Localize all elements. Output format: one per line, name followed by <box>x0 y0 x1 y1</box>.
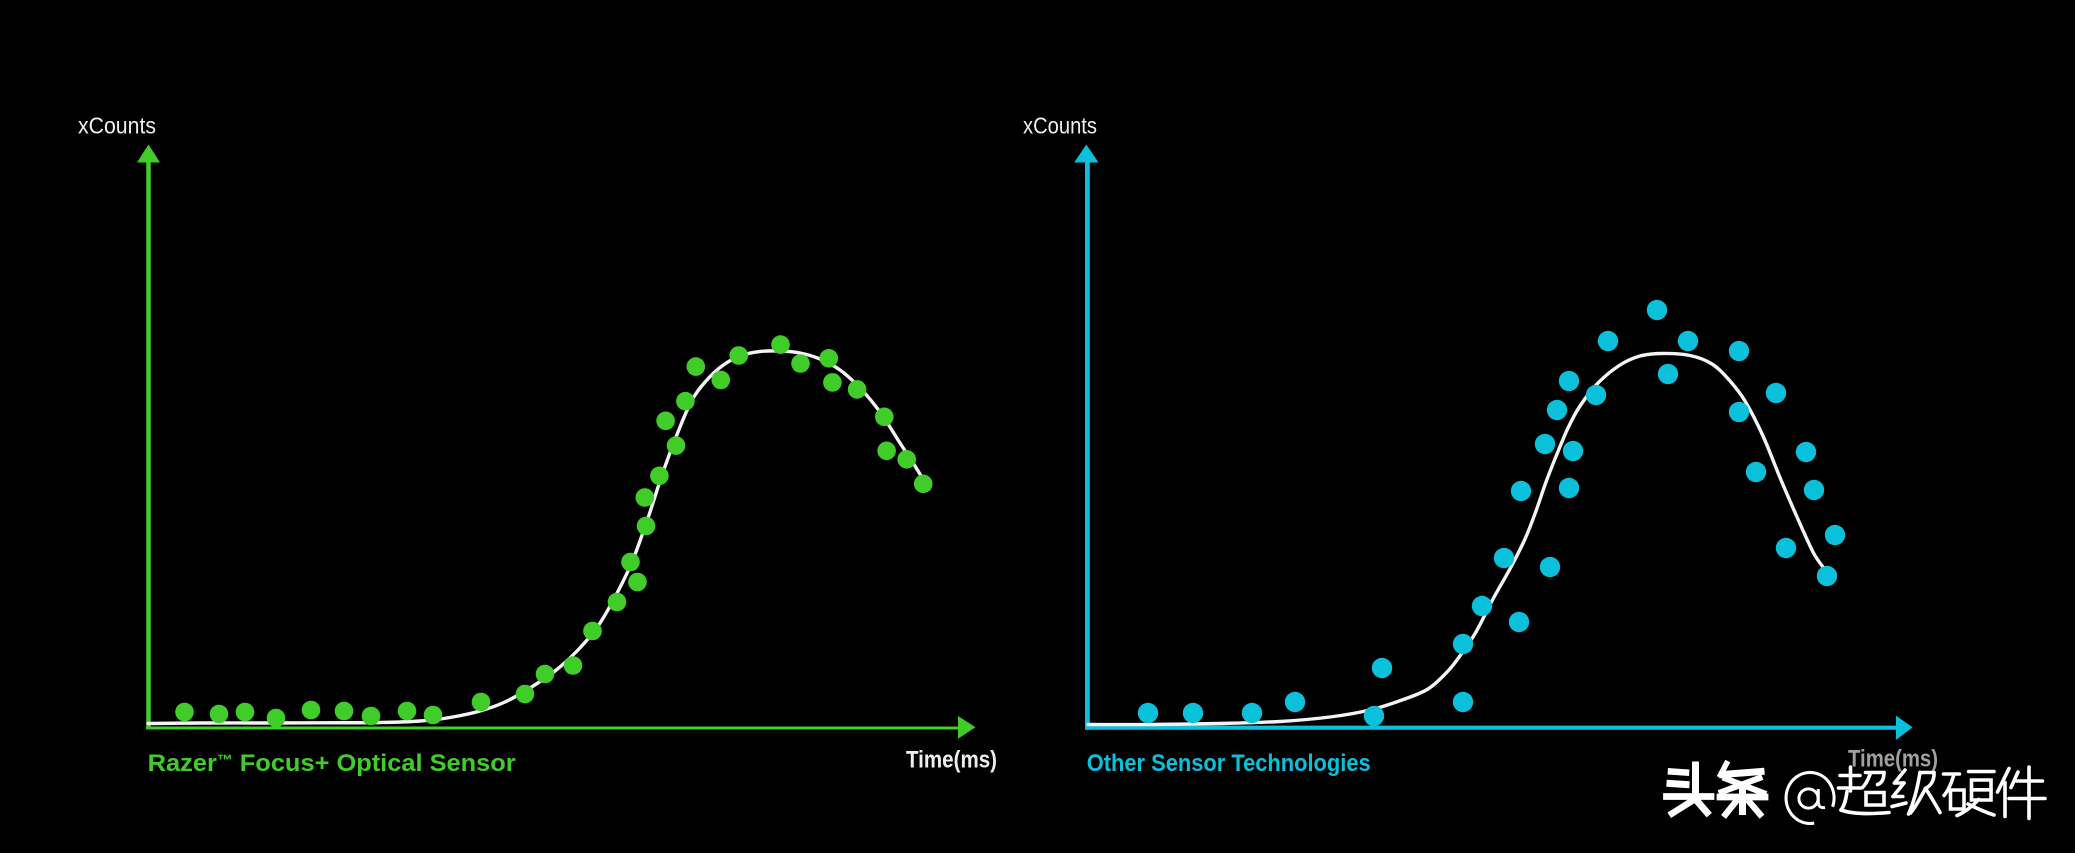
svg-text:Other Sensor Technologies: Other Sensor Technologies <box>1087 750 1371 777</box>
svg-text:Time(ms): Time(ms) <box>906 746 997 773</box>
svg-text:Time(ms): Time(ms) <box>1848 746 1938 773</box>
svg-text:xCounts: xCounts <box>1023 113 1097 139</box>
svg-text:xCounts: xCounts <box>78 113 156 139</box>
